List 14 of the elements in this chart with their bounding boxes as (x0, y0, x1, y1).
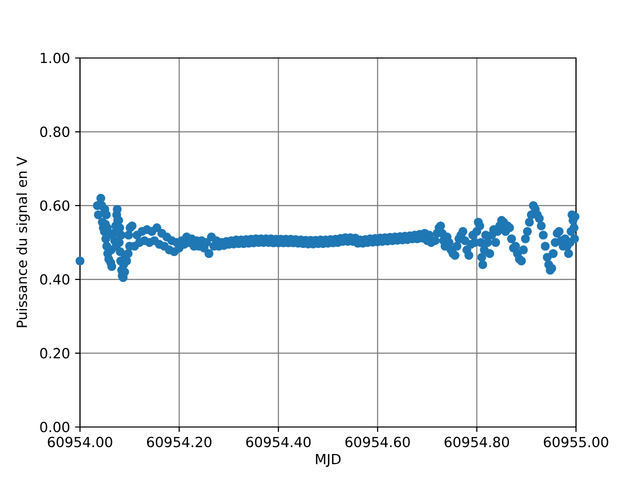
y-tick-label: 0.40 (40, 274, 70, 285)
y-tick-label: 0.20 (40, 348, 70, 358)
y-tick-label: 0.80 (40, 126, 70, 138)
x-tick-label: 60954.80 (444, 436, 510, 448)
x-tick-label: 60954.20 (147, 436, 212, 448)
x-tick-label: 60954.60 (345, 436, 410, 448)
x-tick-label: 60955.00 (544, 436, 608, 448)
y-tick-label: 0.60 (40, 200, 70, 211)
x-tick-label: 60954.40 (246, 436, 311, 448)
x-tick-label: 60954.00 (48, 436, 112, 448)
x-axis-title: MJD (316, 454, 341, 467)
y-tick-label: 0.00 (40, 422, 70, 432)
y-axis-title: Puissance du signal en V (16, 156, 30, 328)
y-tick-label: 1.00 (40, 52, 70, 64)
